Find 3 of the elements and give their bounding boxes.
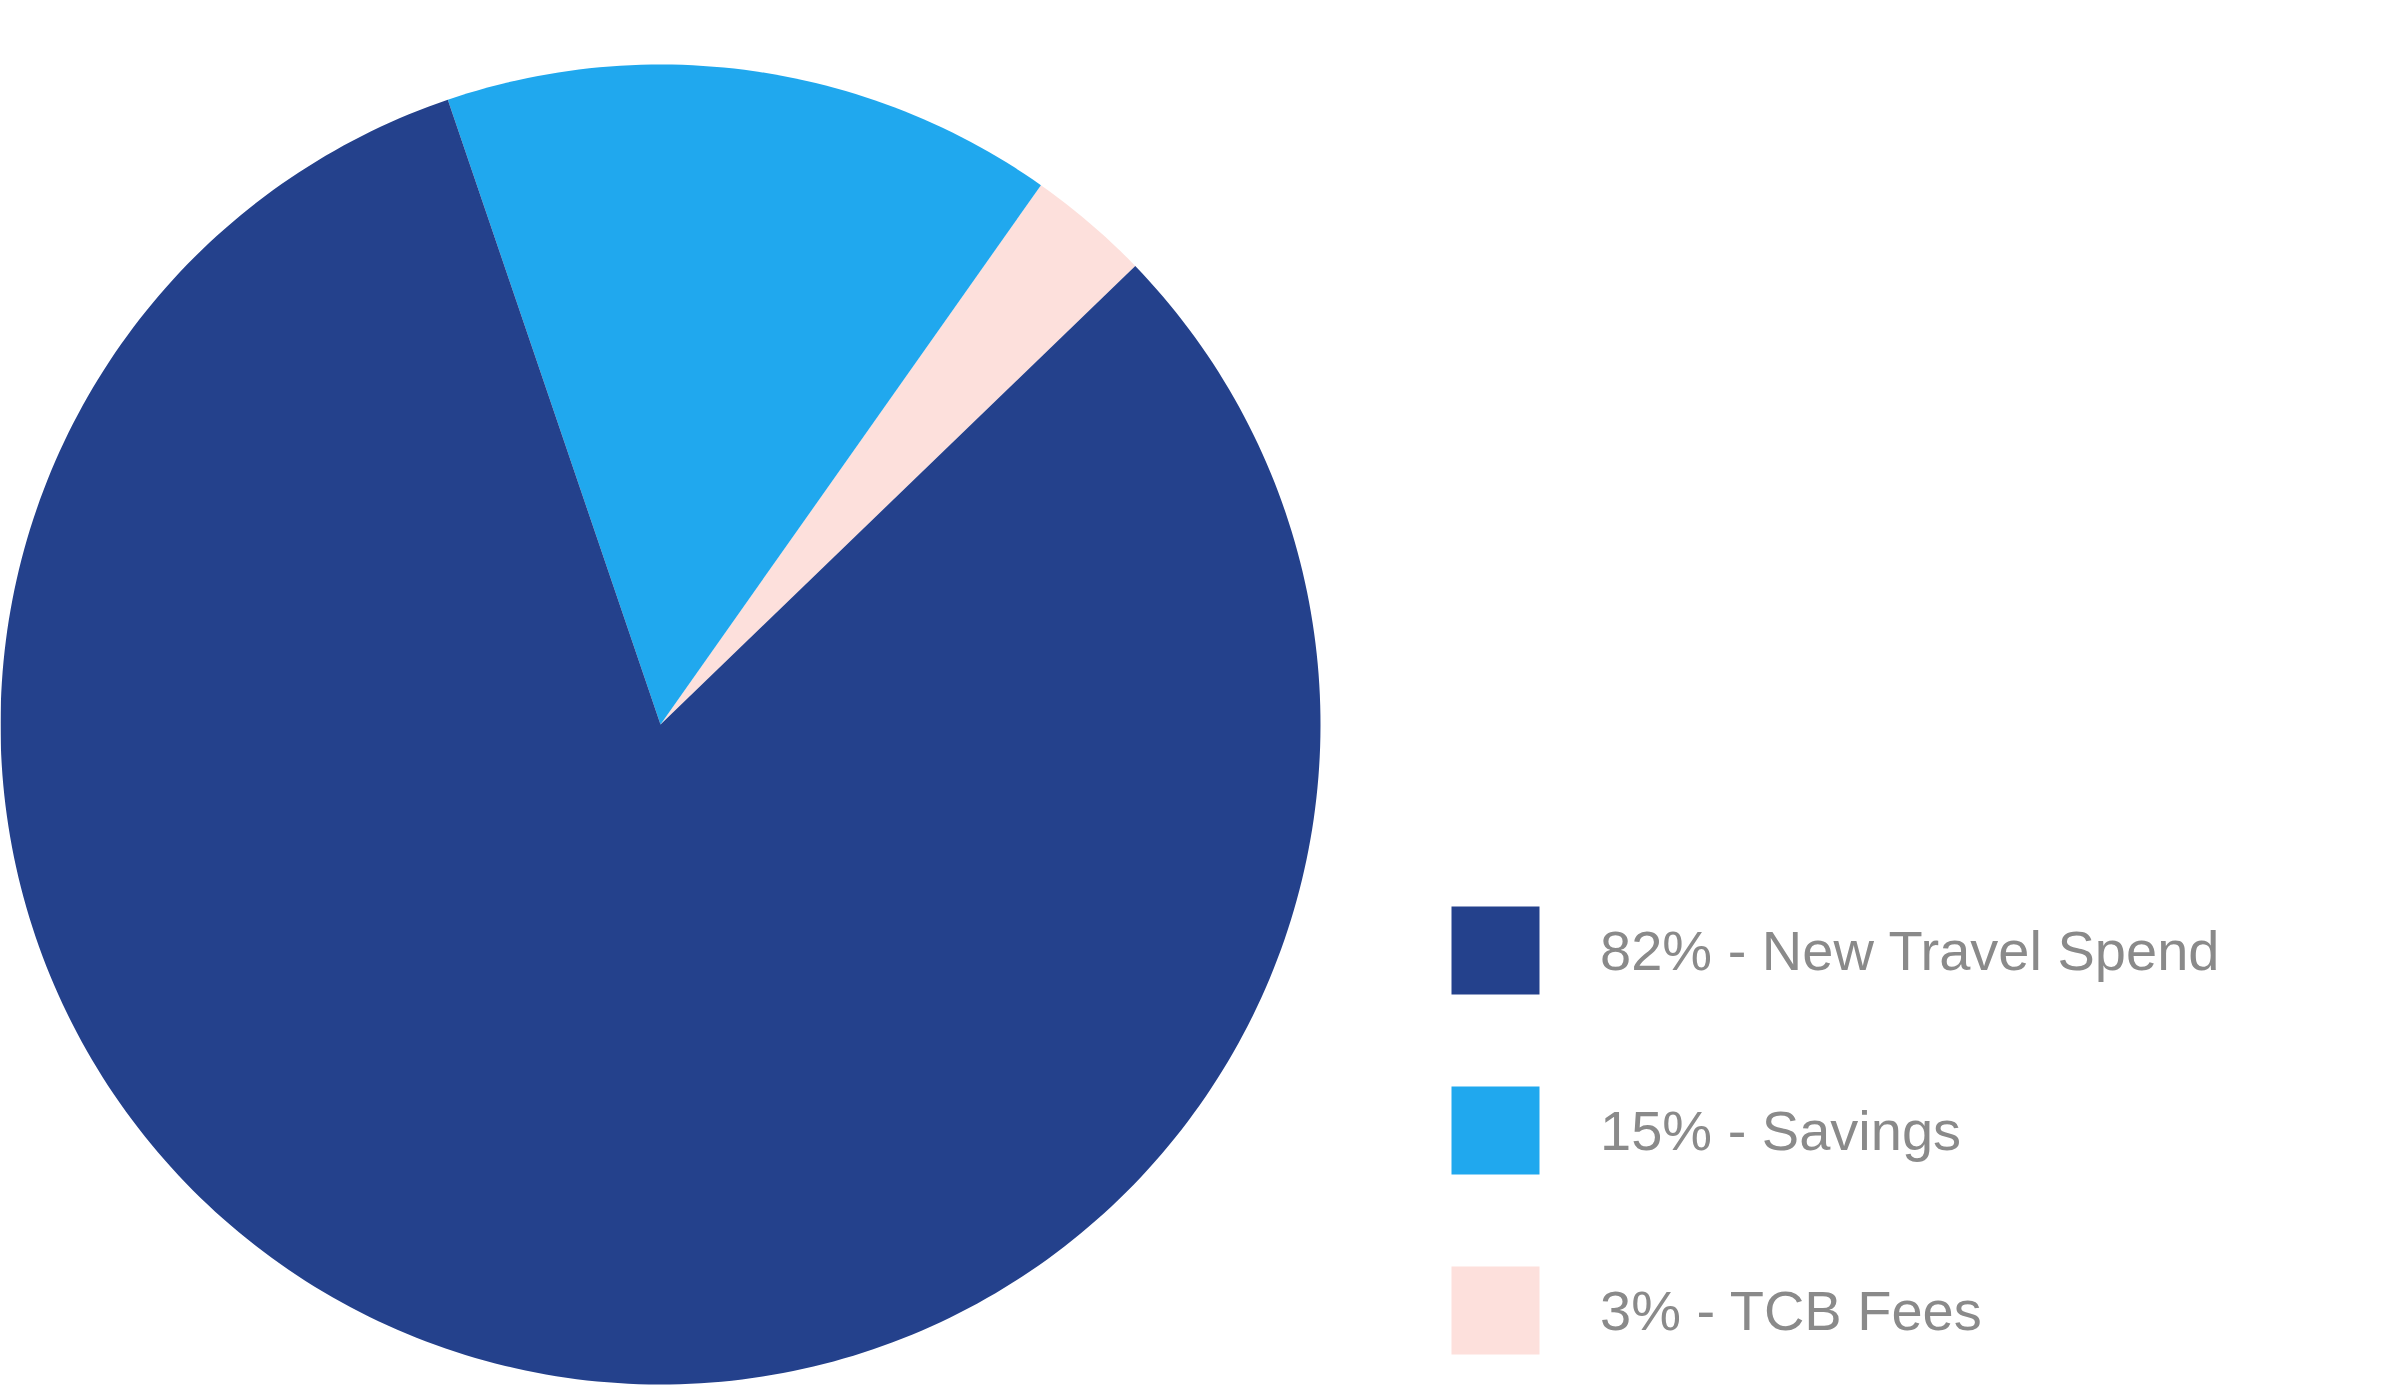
legend-label: 15% - Savings: [1600, 1097, 1962, 1163]
legend-label: 3% - TCB Fees: [1600, 1277, 1982, 1343]
legend-label: 82% - New Travel Spend: [1600, 917, 2220, 983]
